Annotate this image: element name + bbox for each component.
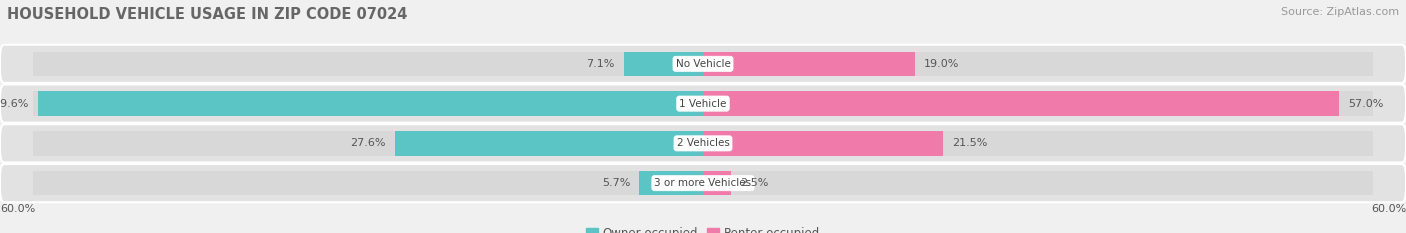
Text: 2 Vehicles: 2 Vehicles: [676, 138, 730, 148]
Bar: [703, 171, 1372, 195]
Text: 1 Vehicle: 1 Vehicle: [679, 99, 727, 109]
Bar: [34, 52, 703, 76]
Bar: [38, 91, 703, 116]
Text: 21.5%: 21.5%: [952, 138, 987, 148]
Bar: [703, 52, 915, 76]
FancyBboxPatch shape: [0, 85, 1406, 123]
Text: 27.6%: 27.6%: [350, 138, 387, 148]
Bar: [624, 52, 703, 76]
Bar: [703, 131, 943, 156]
Text: 60.0%: 60.0%: [0, 204, 35, 214]
Bar: [34, 91, 703, 116]
Text: Source: ZipAtlas.com: Source: ZipAtlas.com: [1281, 7, 1399, 17]
Bar: [34, 131, 703, 156]
Text: 60.0%: 60.0%: [1371, 204, 1406, 214]
Bar: [703, 91, 1339, 116]
FancyBboxPatch shape: [0, 45, 1406, 83]
Legend: Owner-occupied, Renter-occupied: Owner-occupied, Renter-occupied: [581, 222, 825, 233]
Text: 57.0%: 57.0%: [1348, 99, 1384, 109]
Text: 19.0%: 19.0%: [924, 59, 959, 69]
Bar: [703, 131, 1372, 156]
Bar: [703, 91, 1372, 116]
Text: No Vehicle: No Vehicle: [675, 59, 731, 69]
Text: 3 or more Vehicles: 3 or more Vehicles: [654, 178, 752, 188]
Bar: [703, 171, 731, 195]
FancyBboxPatch shape: [0, 124, 1406, 162]
Text: 59.6%: 59.6%: [0, 99, 30, 109]
Text: 2.5%: 2.5%: [740, 178, 768, 188]
Bar: [34, 171, 703, 195]
Bar: [640, 171, 703, 195]
Bar: [395, 131, 703, 156]
FancyBboxPatch shape: [0, 164, 1406, 202]
Bar: [703, 52, 1372, 76]
Text: HOUSEHOLD VEHICLE USAGE IN ZIP CODE 07024: HOUSEHOLD VEHICLE USAGE IN ZIP CODE 0702…: [7, 7, 408, 22]
Text: 5.7%: 5.7%: [602, 178, 630, 188]
Text: 7.1%: 7.1%: [586, 59, 614, 69]
